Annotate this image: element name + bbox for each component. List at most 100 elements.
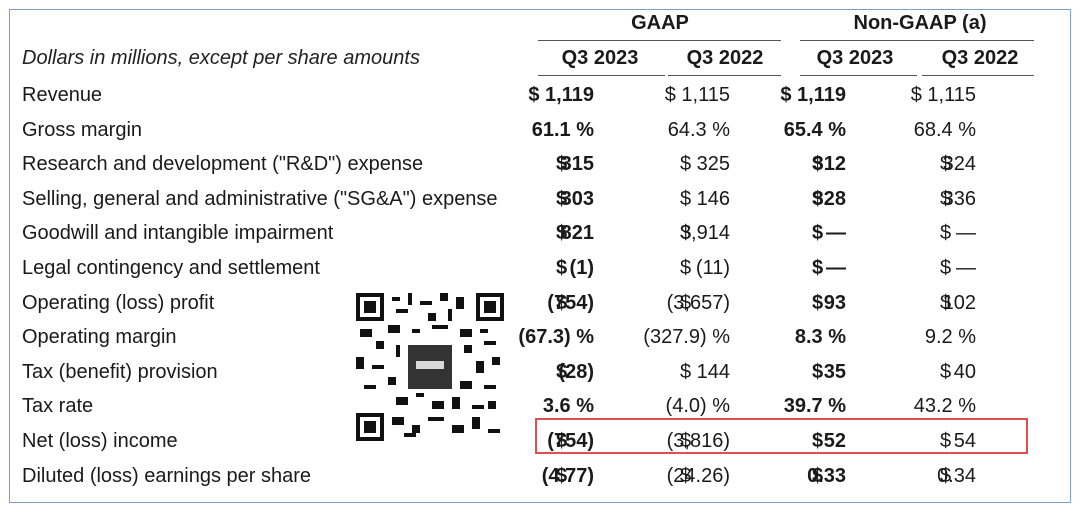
table-row: Tax (benefit) provision $ (28) $144 $35 $40 bbox=[0, 357, 1040, 391]
table-cell: — bbox=[826, 257, 846, 279]
table-cell: 144 bbox=[696, 360, 730, 383]
table-cell: 102 bbox=[942, 291, 976, 314]
table-cell: 39.7 % bbox=[783, 395, 846, 418]
table-row: Gross margin 61.1 % 64.3 % 65.4 % 68.4 % bbox=[0, 115, 1040, 149]
table-cell: 9.2 % bbox=[924, 326, 976, 349]
row-label: Research and development ("R&D") expense bbox=[22, 153, 424, 176]
currency-symbol: $ bbox=[556, 153, 568, 176]
row-label: Tax rate bbox=[22, 395, 94, 418]
table-caption: Dollars in millions, except per share am… bbox=[22, 47, 420, 69]
table-cell: 312 bbox=[812, 153, 846, 176]
table-cell: 324 bbox=[942, 153, 976, 176]
currency-symbol: $ bbox=[940, 464, 952, 487]
table-cell: 336 bbox=[942, 187, 976, 210]
currency-symbol: $ bbox=[556, 187, 568, 210]
highlight-box-net-income bbox=[535, 418, 1028, 454]
table-row: Goodwill and intangible impairment $821 $3… bbox=[0, 218, 1040, 252]
table-frame bbox=[9, 9, 1071, 503]
table-cell: (11) bbox=[695, 257, 730, 279]
currency-symbol: $ bbox=[680, 257, 692, 279]
table-cell: 68.4 % bbox=[913, 118, 976, 141]
currency-symbol: $ bbox=[680, 360, 692, 383]
currency-symbol: $ bbox=[812, 153, 824, 176]
row-label: Goodwill and intangible impairment bbox=[22, 222, 334, 245]
currency-symbol: $ bbox=[556, 291, 568, 314]
table-cell: 93 bbox=[823, 291, 846, 314]
table-cell: — bbox=[956, 222, 976, 245]
currency-symbol: $ bbox=[812, 291, 824, 314]
table-row: Operating (loss) profit $ (754) $ (3,657) $93… bbox=[0, 288, 1040, 322]
group-underline-non-gaap bbox=[800, 40, 1034, 41]
column-underline bbox=[538, 75, 665, 76]
table-row: Operating margin (67.3) % (327.9) % 8.3 % 9.… bbox=[0, 322, 1040, 356]
row-label: Tax (benefit) provision bbox=[22, 360, 218, 383]
column-underline bbox=[800, 75, 917, 76]
group-underline-gaap bbox=[538, 40, 781, 41]
table-cell: (327.9) % bbox=[643, 326, 730, 349]
currency-symbol: $ bbox=[940, 430, 952, 452]
currency-symbol: $ bbox=[940, 153, 952, 176]
currency-symbol: $ bbox=[680, 222, 692, 245]
currency-symbol: $ bbox=[680, 430, 692, 452]
table-cell: 325 bbox=[696, 153, 730, 176]
table-cell: 146 bbox=[696, 187, 730, 210]
column-header-gaap-q3-2022: Q3 2022 bbox=[686, 47, 764, 69]
table-row: Net (loss) income $ (754) $ (3,816) $52 $54 bbox=[0, 426, 1040, 460]
table-cell: 40 bbox=[953, 360, 976, 383]
table-cell: 54 bbox=[953, 430, 976, 452]
column-header-gaap-q3-2023: Q3 2023 bbox=[561, 47, 639, 69]
table-cell: (754) bbox=[547, 291, 594, 314]
currency-symbol: $ bbox=[812, 187, 824, 210]
column-underline bbox=[668, 75, 781, 76]
table-cell: $ 1,115 bbox=[910, 84, 976, 106]
table-cell: 315 bbox=[560, 153, 594, 176]
table-cell: 303 bbox=[560, 187, 594, 210]
table-cell: 8.3 % bbox=[794, 326, 846, 349]
currency-symbol: $ bbox=[556, 222, 568, 245]
row-label: Revenue bbox=[22, 84, 103, 106]
currency-symbol: $ bbox=[680, 153, 692, 176]
table-cell: 65.4 % bbox=[783, 118, 846, 141]
table-cell: $ 1,115 bbox=[664, 84, 730, 106]
currency-symbol: $ bbox=[680, 291, 692, 314]
table-cell: (3,657) bbox=[666, 291, 730, 314]
row-label: Gross margin bbox=[22, 118, 143, 141]
column-header-nongaap-q3-2022: Q3 2022 bbox=[941, 47, 1019, 69]
table-cell: (4.77) bbox=[541, 464, 594, 487]
currency-symbol: $ bbox=[940, 187, 952, 210]
table-cell: 0.33 bbox=[807, 464, 846, 487]
table-cell: (3,816) bbox=[666, 430, 730, 452]
currency-symbol: $ bbox=[940, 222, 952, 245]
row-label: Selling, general and administrative ("SG… bbox=[22, 187, 498, 210]
row-label: Legal contingency and settlement bbox=[22, 257, 320, 279]
group-header-gaap: GAAP bbox=[631, 12, 689, 34]
table-cell: $ 1,119 bbox=[780, 84, 846, 106]
table-cell: (24.26) bbox=[666, 464, 730, 487]
currency-symbol: $ bbox=[556, 360, 568, 383]
table-cell: (4.0) % bbox=[665, 395, 730, 418]
qr-code-image bbox=[356, 293, 504, 441]
table-cell: $ 1,119 bbox=[528, 84, 594, 106]
table-cell: 52 bbox=[823, 430, 846, 452]
currency-symbol: $ bbox=[680, 187, 692, 210]
currency-symbol: $ bbox=[812, 430, 824, 452]
currency-symbol: $ bbox=[940, 291, 952, 314]
table-cell: 328 bbox=[812, 187, 846, 210]
currency-symbol: $ bbox=[556, 430, 568, 452]
table-cell: 821 bbox=[560, 222, 594, 245]
column-header-nongaap-q3-2023: Q3 2023 bbox=[816, 47, 894, 69]
table-row: Research and development ("R&D") expense… bbox=[0, 149, 1040, 183]
table-cell: 3.6 % bbox=[542, 395, 594, 418]
table-row: Tax rate 3.6 % (4.0) % 39.7 % 43.2 % bbox=[0, 391, 1040, 425]
row-label: Diluted (loss) earnings per share bbox=[22, 464, 312, 487]
row-label: Operating (loss) profit bbox=[22, 291, 215, 314]
table-cell: (28) bbox=[558, 360, 594, 383]
table-cell: — bbox=[956, 257, 976, 279]
currency-symbol: $ bbox=[556, 464, 568, 487]
currency-symbol: $ bbox=[812, 360, 824, 383]
column-underline bbox=[922, 75, 1034, 76]
group-header-non-gaap: Non-GAAP (a) bbox=[853, 12, 987, 34]
table-cell: 64.3 % bbox=[667, 118, 730, 141]
row-label: Operating margin bbox=[22, 326, 177, 349]
table-row: Revenue $ 1,119 $ 1,115 $ 1,119 $ 1,115 bbox=[0, 80, 1040, 114]
